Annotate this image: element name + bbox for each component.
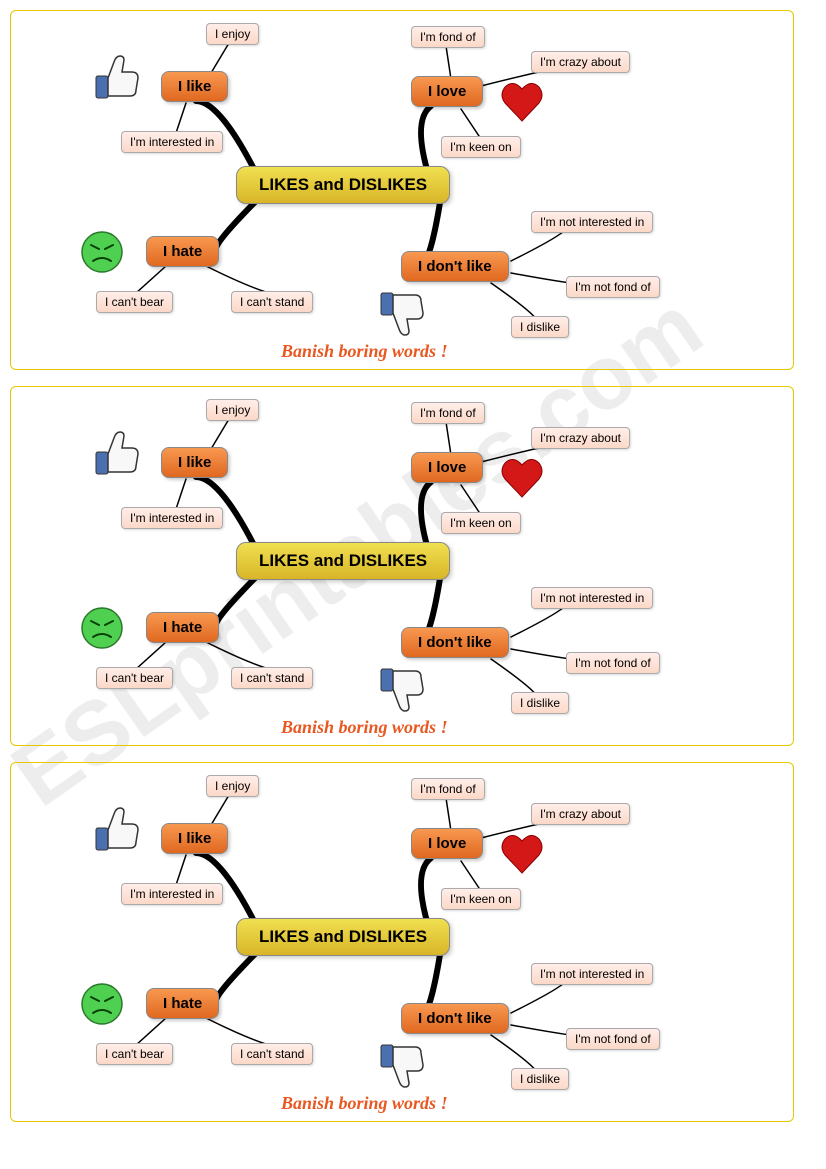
- leaf-node: I enjoy: [206, 775, 259, 797]
- leaf-node: I'm crazy about: [531, 803, 630, 825]
- branch-node-like: I like: [161, 71, 228, 102]
- edge: [461, 861, 481, 891]
- slogan-text: Banish boring words !: [281, 341, 448, 362]
- thumbs-up-icon: [96, 432, 138, 474]
- center-node: LIKES and DISLIKES: [236, 918, 450, 956]
- edge: [511, 229, 566, 261]
- branch-node-dontlike: I don't like: [401, 1003, 509, 1034]
- leaf-node: I can't bear: [96, 291, 173, 313]
- edge: [176, 479, 186, 509]
- leaf-node: I'm not fond of: [566, 1028, 660, 1050]
- edge: [491, 1035, 536, 1071]
- leaf-node: I'm not fond of: [566, 652, 660, 674]
- leaf-node: I'm keen on: [441, 136, 521, 158]
- leaf-node: I can't stand: [231, 291, 313, 313]
- edge: [511, 981, 566, 1013]
- mindmap-panel: LIKES and DISLIKES I like I love I hate I do…: [10, 386, 794, 746]
- leaf-node: I'm interested in: [121, 507, 223, 529]
- edge: [211, 419, 229, 449]
- branch-node-love: I love: [411, 828, 483, 859]
- leaf-node: I dislike: [511, 1068, 569, 1090]
- leaf-node: I'm not fond of: [566, 276, 660, 298]
- leaf-node: I'm keen on: [441, 512, 521, 534]
- angry-face-icon: [82, 232, 122, 272]
- leaf-node: I'm not interested in: [531, 587, 653, 609]
- center-node: LIKES and DISLIKES: [236, 542, 450, 580]
- branch-node-like: I like: [161, 447, 228, 478]
- leaf-node: I can't bear: [96, 667, 173, 689]
- leaf-node: I can't stand: [231, 667, 313, 689]
- thumbs-up-icon: [96, 808, 138, 850]
- center-node: LIKES and DISLIKES: [236, 166, 450, 204]
- leaf-node: I dislike: [511, 316, 569, 338]
- edge: [206, 266, 269, 293]
- leaf-node: I can't stand: [231, 1043, 313, 1065]
- leaf-node: I'm fond of: [411, 26, 485, 48]
- leaf-node: I'm interested in: [121, 883, 223, 905]
- branch-node-like: I like: [161, 823, 228, 854]
- slogan-text: Banish boring words !: [281, 1093, 448, 1114]
- angry-face-icon: [82, 608, 122, 648]
- leaf-node: I enjoy: [206, 399, 259, 421]
- leaf-node: I'm keen on: [441, 888, 521, 910]
- branch-node-love: I love: [411, 76, 483, 107]
- edge: [446, 46, 451, 79]
- branch-node-hate: I hate: [146, 236, 219, 267]
- edge: [446, 422, 451, 455]
- leaf-node: I'm fond of: [411, 778, 485, 800]
- leaf-node: I'm not interested in: [531, 211, 653, 233]
- edge: [461, 109, 481, 139]
- edge: [206, 642, 269, 669]
- edge: [206, 1018, 269, 1045]
- leaf-node: I'm crazy about: [531, 427, 630, 449]
- thumbs-up-icon: [96, 56, 138, 98]
- edge: [461, 485, 481, 515]
- edge: [491, 659, 536, 695]
- edge: [211, 43, 229, 73]
- leaf-node: I'm not interested in: [531, 963, 653, 985]
- edge: [136, 642, 166, 669]
- branch-node-hate: I hate: [146, 612, 219, 643]
- leaf-node: I can't bear: [96, 1043, 173, 1065]
- angry-face-icon: [82, 984, 122, 1024]
- thumbs-down-icon: [381, 293, 423, 335]
- heart-icon: [502, 835, 542, 873]
- edge: [216, 196, 261, 251]
- branch-node-dontlike: I don't like: [401, 627, 509, 658]
- mindmap-panel: LIKES and DISLIKES I like I love I hate I do…: [10, 762, 794, 1122]
- branch-node-love: I love: [411, 452, 483, 483]
- edge: [136, 266, 166, 293]
- edge: [136, 1018, 166, 1045]
- slogan-text: Banish boring words !: [281, 717, 448, 738]
- branch-node-hate: I hate: [146, 988, 219, 1019]
- thumbs-down-icon: [381, 669, 423, 711]
- edge: [176, 103, 186, 133]
- leaf-node: I'm interested in: [121, 131, 223, 153]
- leaf-node: I enjoy: [206, 23, 259, 45]
- edge: [216, 948, 261, 1003]
- heart-icon: [502, 459, 542, 497]
- leaf-node: I'm fond of: [411, 402, 485, 424]
- leaf-node: I'm crazy about: [531, 51, 630, 73]
- branch-node-dontlike: I don't like: [401, 251, 509, 282]
- mindmap-panel: LIKES and DISLIKES I like I love I hate I do…: [10, 10, 794, 370]
- thumbs-down-icon: [381, 1045, 423, 1087]
- edge: [216, 572, 261, 627]
- edge: [446, 798, 451, 831]
- edge: [511, 605, 566, 637]
- edge: [211, 795, 229, 825]
- edge: [491, 283, 536, 319]
- leaf-node: I dislike: [511, 692, 569, 714]
- heart-icon: [502, 83, 542, 121]
- edge: [176, 855, 186, 885]
